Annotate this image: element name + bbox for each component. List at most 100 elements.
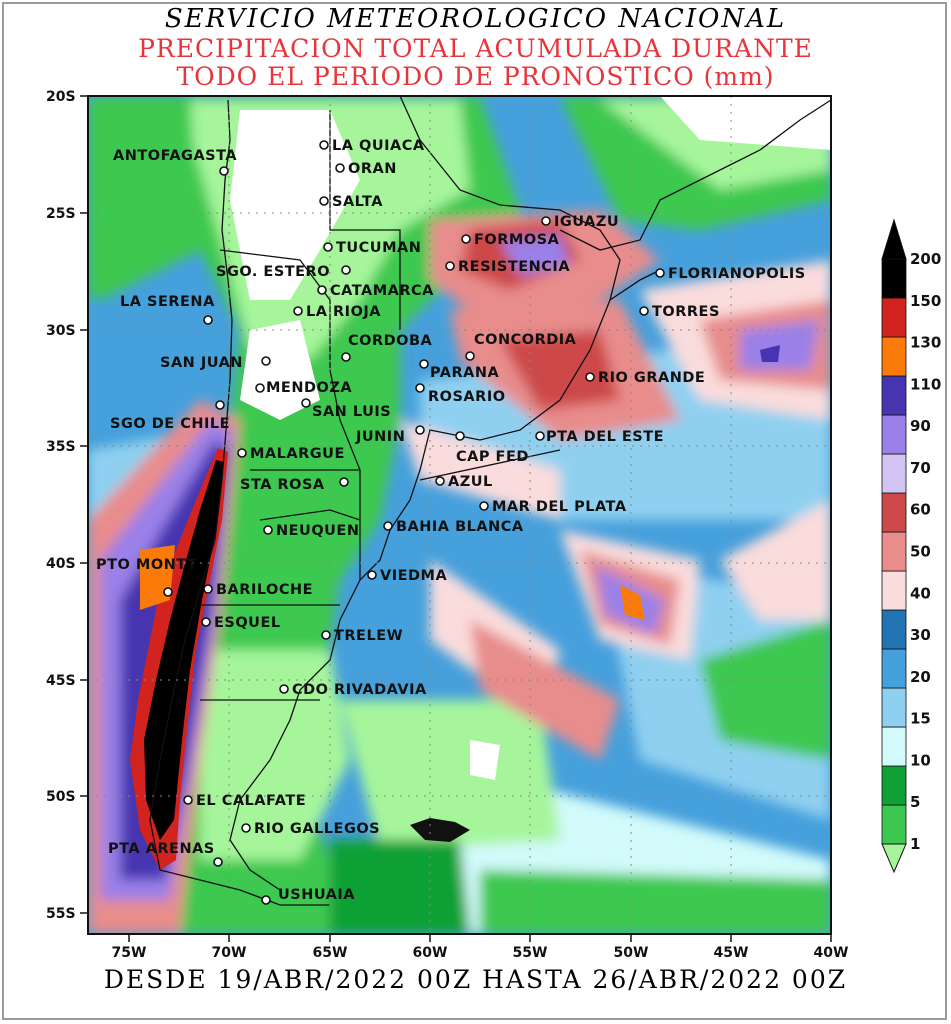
- city-marker: BAHIA BLANCA: [383, 519, 524, 535]
- city-marker: ANTOFAGASTA: [113, 148, 237, 176]
- svg-text:PTO MONTT: PTO MONTT: [96, 557, 197, 573]
- colorbar-swatch: [881, 375, 907, 416]
- city-marker: TRELEW: [321, 628, 403, 644]
- lat-label: 40S: [46, 556, 76, 572]
- city-marker: BARILOCHE: [203, 582, 313, 598]
- svg-text:PTA ARENAS: PTA ARENAS: [108, 841, 215, 857]
- city-marker: TORRES: [639, 304, 720, 320]
- latitude-labels: 20S 25S 30S 35S 40S 45S 50S 55S: [46, 89, 76, 922]
- colorbar-swatch: [881, 804, 907, 845]
- lat-label: 50S: [46, 789, 76, 805]
- lon-label: 65W: [313, 945, 348, 961]
- colorbar-label: 150: [910, 292, 941, 310]
- colorbar-swatch: [881, 648, 907, 689]
- city-marker: ESQUEL: [201, 615, 280, 631]
- city-marker: IGUAZU: [541, 214, 619, 230]
- colorbar-swatch: [881, 570, 907, 611]
- svg-text:CONCORDIA: CONCORDIA: [474, 332, 577, 348]
- svg-text:JUNIN: JUNIN: [355, 429, 405, 445]
- svg-text:IGUAZU: IGUAZU: [554, 214, 619, 230]
- city-marker: NEUQUEN: [263, 523, 359, 539]
- city-marker: MALARGUE: [237, 446, 345, 462]
- city-marker: JUNIN: [355, 425, 425, 445]
- city-marker: ORAN: [335, 161, 397, 177]
- city-marker: PTA DEL ESTE: [535, 429, 664, 445]
- city-marker: USHUAIA: [261, 887, 355, 905]
- colorbar-label: 60: [910, 501, 931, 519]
- colorbar-swatch: [881, 453, 907, 494]
- svg-text:SAN LUIS: SAN LUIS: [312, 404, 391, 420]
- svg-text:ANTOFAGASTA: ANTOFAGASTA: [113, 148, 237, 164]
- lat-label: 35S: [46, 439, 76, 455]
- svg-text:LA QUIACA: LA QUIACA: [332, 138, 425, 154]
- city-marker: LA RIOJA: [293, 304, 381, 320]
- colorbar-max-arrow: [881, 218, 907, 260]
- map-title-line2: TODO EL PERIODO DE PRONOSTICO (mm): [176, 62, 775, 91]
- city-marker: CONCORDIA: [465, 332, 577, 361]
- map-border: [87, 95, 832, 935]
- coastlines-borders: [149, 95, 832, 906]
- colorbar-label: 5: [910, 793, 920, 811]
- precipitation-field: [88, 96, 831, 934]
- colorbar-label: 90: [910, 417, 931, 435]
- svg-text:FLORIANOPOLIS: FLORIANOPOLIS: [668, 266, 806, 282]
- svg-text:VIEDMA: VIEDMA: [380, 568, 447, 584]
- svg-text:SALTA: SALTA: [332, 194, 383, 210]
- city-marker: MENDOZA: [255, 380, 352, 396]
- svg-text:STA ROSA: STA ROSA: [240, 477, 325, 493]
- agency-title: SERVICIO METEOROLOGICO NACIONAL: [164, 4, 787, 34]
- svg-text:SGO. ESTERO: SGO. ESTERO: [216, 264, 330, 280]
- svg-text:ORAN: ORAN: [348, 161, 397, 177]
- city-marker: PTO MONTT: [96, 557, 197, 597]
- colorbar-swatch: [881, 609, 907, 650]
- svg-text:PTA DEL ESTE: PTA DEL ESTE: [546, 429, 664, 445]
- lat-label: 20S: [46, 89, 76, 105]
- svg-text:TORRES: TORRES: [652, 304, 720, 320]
- forecast-period: DESDE 19/ABR/2022 00Z HASTA 26/ABR/2022 …: [103, 965, 848, 994]
- colorbar-swatch: [881, 492, 907, 533]
- svg-text:LA RIOJA: LA RIOJA: [306, 304, 381, 320]
- svg-text:SGO DE CHILE: SGO DE CHILE: [110, 416, 230, 432]
- lat-label: 25S: [46, 206, 76, 222]
- city-marker: SGO DE CHILE: [110, 400, 230, 432]
- city-marker: ROSARIO: [415, 383, 506, 405]
- malvinas-islands: [410, 818, 470, 842]
- colorbar-swatch: [881, 414, 907, 455]
- svg-text:ROSARIO: ROSARIO: [428, 389, 506, 405]
- colorbar-swatch: [881, 297, 907, 338]
- colorbar-label: 200: [910, 250, 941, 268]
- colorbar-swatch: [881, 687, 907, 728]
- svg-text:CORDOBA: CORDOBA: [348, 333, 433, 349]
- city-marker: TUCUMAN: [323, 240, 421, 256]
- colorbar-label: 15: [910, 710, 931, 728]
- svg-text:TUCUMAN: TUCUMAN: [336, 240, 421, 256]
- svg-text:RIO GRANDE: RIO GRANDE: [598, 370, 705, 386]
- axis-ticks: [80, 95, 832, 942]
- city-marker: PTA ARENAS: [108, 841, 223, 867]
- svg-text:BAHIA BLANCA: BAHIA BLANCA: [396, 519, 524, 535]
- city-markers: LA QUIACA ORAN ANTOFAGASTA SALTA IGUAZU …: [96, 138, 806, 905]
- svg-text:MAR DEL PLATA: MAR DEL PLATA: [492, 499, 627, 515]
- colorbar-label: 20: [910, 668, 931, 686]
- colorbar-swatch: [881, 258, 907, 299]
- longitude-labels: 75W 70W 65W 60W 55W 50W 45W 40W: [112, 945, 849, 961]
- colorbar-swatches: [881, 258, 907, 845]
- colorbar-label: 70: [910, 459, 931, 477]
- colorbar-swatch: [881, 726, 907, 767]
- lat-label: 30S: [46, 323, 76, 339]
- colorbar-swatch: [881, 336, 907, 377]
- lat-label: 55S: [46, 906, 76, 922]
- svg-text:RIO GALLEGOS: RIO GALLEGOS: [254, 821, 380, 837]
- svg-text:AZUL: AZUL: [448, 474, 493, 490]
- svg-text:MALARGUE: MALARGUE: [250, 446, 345, 462]
- lon-label: 60W: [413, 945, 448, 961]
- colorbar-label: 50: [910, 543, 931, 561]
- colorbar-label: 1: [910, 835, 920, 853]
- city-marker: AZUL: [435, 474, 493, 490]
- city-marker: SAN LUIS: [301, 398, 391, 420]
- svg-text:EL CALAFATE: EL CALAFATE: [196, 793, 306, 809]
